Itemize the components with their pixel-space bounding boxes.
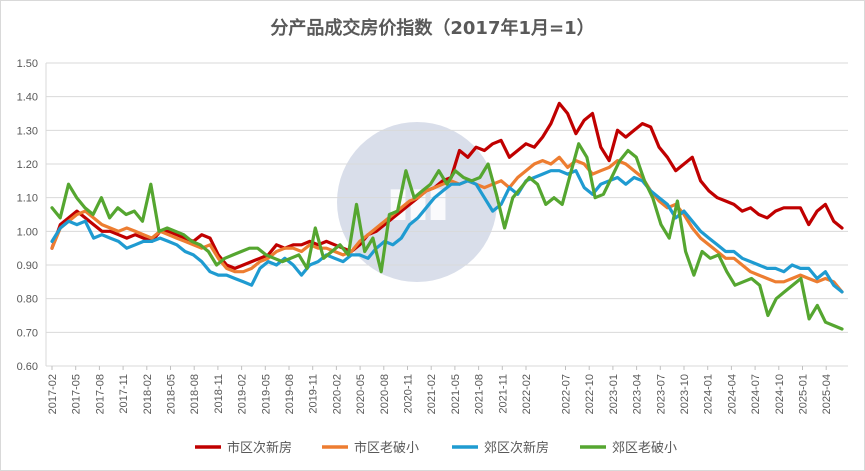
y-tick-label: 1.10 (17, 193, 38, 205)
x-tick-label: 2019-08 (284, 374, 296, 414)
x-tick-label: 2021-08 (474, 374, 486, 414)
x-tick-label: 2018-02 (142, 374, 154, 414)
x-tick-label: 2018-05 (166, 374, 178, 414)
x-tick-label: 2019-11 (308, 374, 320, 414)
x-tick-label: 2025-01 (798, 374, 810, 414)
x-tick-label: 2023-04 (632, 374, 644, 414)
x-tick-label: 2017-02 (47, 374, 59, 414)
x-tick-label: 2024-10 (774, 374, 786, 414)
x-tick-label: 2022-10 (584, 374, 596, 414)
x-tick-label: 2023-07 (655, 374, 667, 414)
y-axis-ticks: 0.60 0.70 0.80 0.90 1.00 1.10 1.20 1.30 1.40 1.50 (17, 58, 38, 373)
y-tick-label: 0.90 (17, 260, 38, 272)
series-line (50, 169, 844, 294)
legend: 市区次新房 市区老破小 郊区次新房 郊区老破小 (195, 440, 677, 456)
x-tick-label: 2017-05 (71, 374, 83, 414)
y-tick-label: 1.00 (17, 226, 38, 238)
y-tick-label: 0.70 (17, 327, 38, 339)
x-tick-label: 2022-07 (561, 374, 573, 414)
legend-label: 市区次新房 (227, 440, 292, 456)
x-tick-label: 2020-05 (355, 374, 367, 414)
x-tick-label: 2021-11 (497, 374, 509, 414)
series-line (50, 101, 844, 270)
y-tick-label: 1.50 (17, 58, 38, 70)
x-tick-label: 2021-02 (426, 374, 438, 414)
y-tick-label: 0.60 (17, 361, 38, 373)
x-tick-label: 2023-01 (608, 374, 620, 414)
x-tick-label: 2020-11 (403, 374, 415, 414)
series-line (50, 142, 844, 331)
gridlines (45, 62, 848, 367)
x-tick-label: 2021-05 (450, 374, 462, 414)
x-tick-label: 2024-07 (750, 374, 762, 414)
y-tick-label: 1.30 (17, 125, 38, 137)
y-tick-label: 0.80 (17, 294, 38, 306)
chart-title: 分产品成交房价指数（2017年1月=1） (270, 18, 595, 39)
legend-label: 市区老破小 (354, 440, 419, 456)
x-tick-label: 2018-08 (189, 374, 201, 414)
x-tick-label: 2018-11 (213, 374, 225, 414)
x-tick-label: 2024-01 (703, 374, 715, 414)
x-tick-label: 2023-10 (679, 374, 691, 414)
y-tick-label: 1.20 (17, 159, 38, 171)
x-tick-label: 2020-02 (331, 374, 343, 414)
legend-label: 郊区老破小 (612, 440, 677, 456)
x-axis-ticks: 2017-02 2017-05 2017-08 2017-11 2018-02 2018-… (47, 366, 833, 414)
x-tick-label: 2020-08 (379, 374, 391, 414)
x-tick-label: 2019-05 (260, 374, 272, 414)
x-tick-label: 2022-02 (521, 374, 533, 414)
series-lines (50, 101, 844, 331)
x-tick-label: 2017-11 (118, 374, 130, 414)
legend-label: 郊区次新房 (484, 440, 549, 456)
y-tick-label: 1.40 (17, 92, 38, 104)
x-tick-label: 2025-04 (821, 374, 833, 414)
x-tick-label: 2024-04 (726, 374, 738, 414)
x-tick-label: 2017-08 (94, 374, 106, 414)
x-tick-label: 2019-02 (237, 374, 249, 414)
